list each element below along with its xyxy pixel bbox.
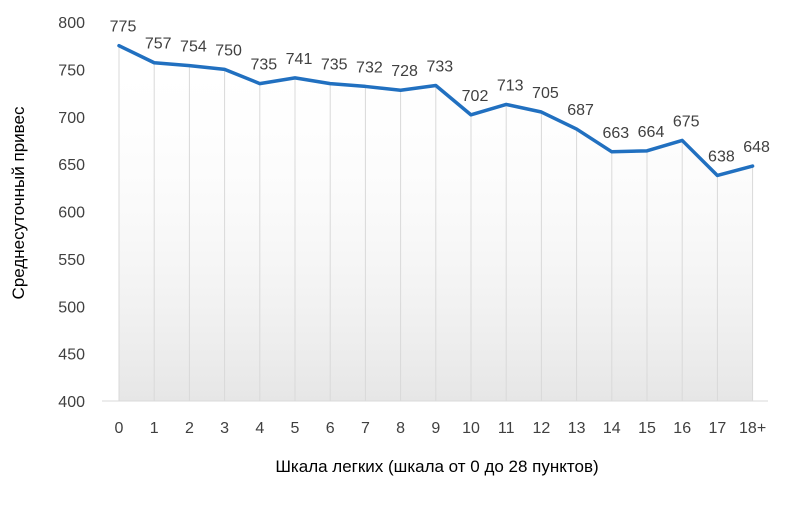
x-tick-label-2: 2	[185, 420, 194, 437]
x-tick-label-14: 14	[603, 420, 621, 437]
x-tick-label-17: 17	[709, 420, 727, 437]
data-label-2: 754	[180, 39, 207, 56]
x-tick-label-12: 12	[533, 420, 551, 437]
x-tick-label-1: 1	[150, 420, 159, 437]
y-tick-label-450: 450	[58, 347, 85, 364]
data-label-8: 728	[391, 63, 418, 80]
x-tick-label-10: 10	[462, 420, 480, 437]
x-tick-label-6: 6	[326, 420, 335, 437]
y-tick-label-700: 700	[58, 110, 85, 127]
x-tick-label-5: 5	[291, 420, 300, 437]
x-tick-label-3: 3	[220, 420, 229, 437]
y-tick-label-750: 750	[58, 62, 85, 79]
data-label-0: 775	[110, 19, 137, 36]
data-label-9: 733	[426, 58, 453, 75]
y-tick-label-500: 500	[58, 299, 85, 316]
x-tick-label-13: 13	[568, 420, 586, 437]
data-label-18+: 648	[743, 139, 770, 156]
y-tick-label-400: 400	[58, 394, 85, 411]
data-label-3: 750	[215, 42, 242, 59]
x-tick-label-16: 16	[673, 420, 691, 437]
x-tick-label-18+: 18+	[739, 420, 766, 437]
data-label-10: 702	[462, 88, 489, 105]
data-label-11: 713	[497, 77, 524, 94]
y-tick-label-600: 600	[58, 205, 85, 222]
x-tick-label-4: 4	[255, 420, 264, 437]
data-label-1: 757	[145, 36, 172, 53]
data-label-7: 732	[356, 59, 383, 76]
y-tick-label-550: 550	[58, 252, 85, 269]
data-label-17: 638	[708, 148, 735, 165]
x-axis-title: Шкала легких (шкала от 0 до 28 пунктов)	[275, 457, 598, 476]
data-label-4: 735	[250, 57, 277, 74]
x-tick-label-8: 8	[396, 420, 405, 437]
data-label-15: 664	[638, 124, 665, 141]
y-tick-label-800: 800	[58, 15, 85, 32]
x-tick-label-9: 9	[431, 420, 440, 437]
data-label-5: 741	[286, 51, 313, 68]
x-tick-label-15: 15	[638, 420, 656, 437]
x-tick-label-0: 0	[115, 420, 124, 437]
data-label-14: 663	[602, 125, 629, 142]
x-tick-label-7: 7	[361, 420, 370, 437]
x-tick-label-11: 11	[498, 420, 515, 437]
data-label-16: 675	[673, 113, 700, 130]
data-label-12: 705	[532, 85, 559, 102]
y-axis-tick-labels: 400 450 500 550 600 650 700 750 800	[58, 15, 85, 411]
y-tick-label-650: 650	[58, 157, 85, 174]
data-label-13: 687	[567, 102, 594, 119]
data-label-6: 735	[321, 57, 348, 74]
y-axis-title: Среднесуточный привес	[9, 106, 28, 299]
